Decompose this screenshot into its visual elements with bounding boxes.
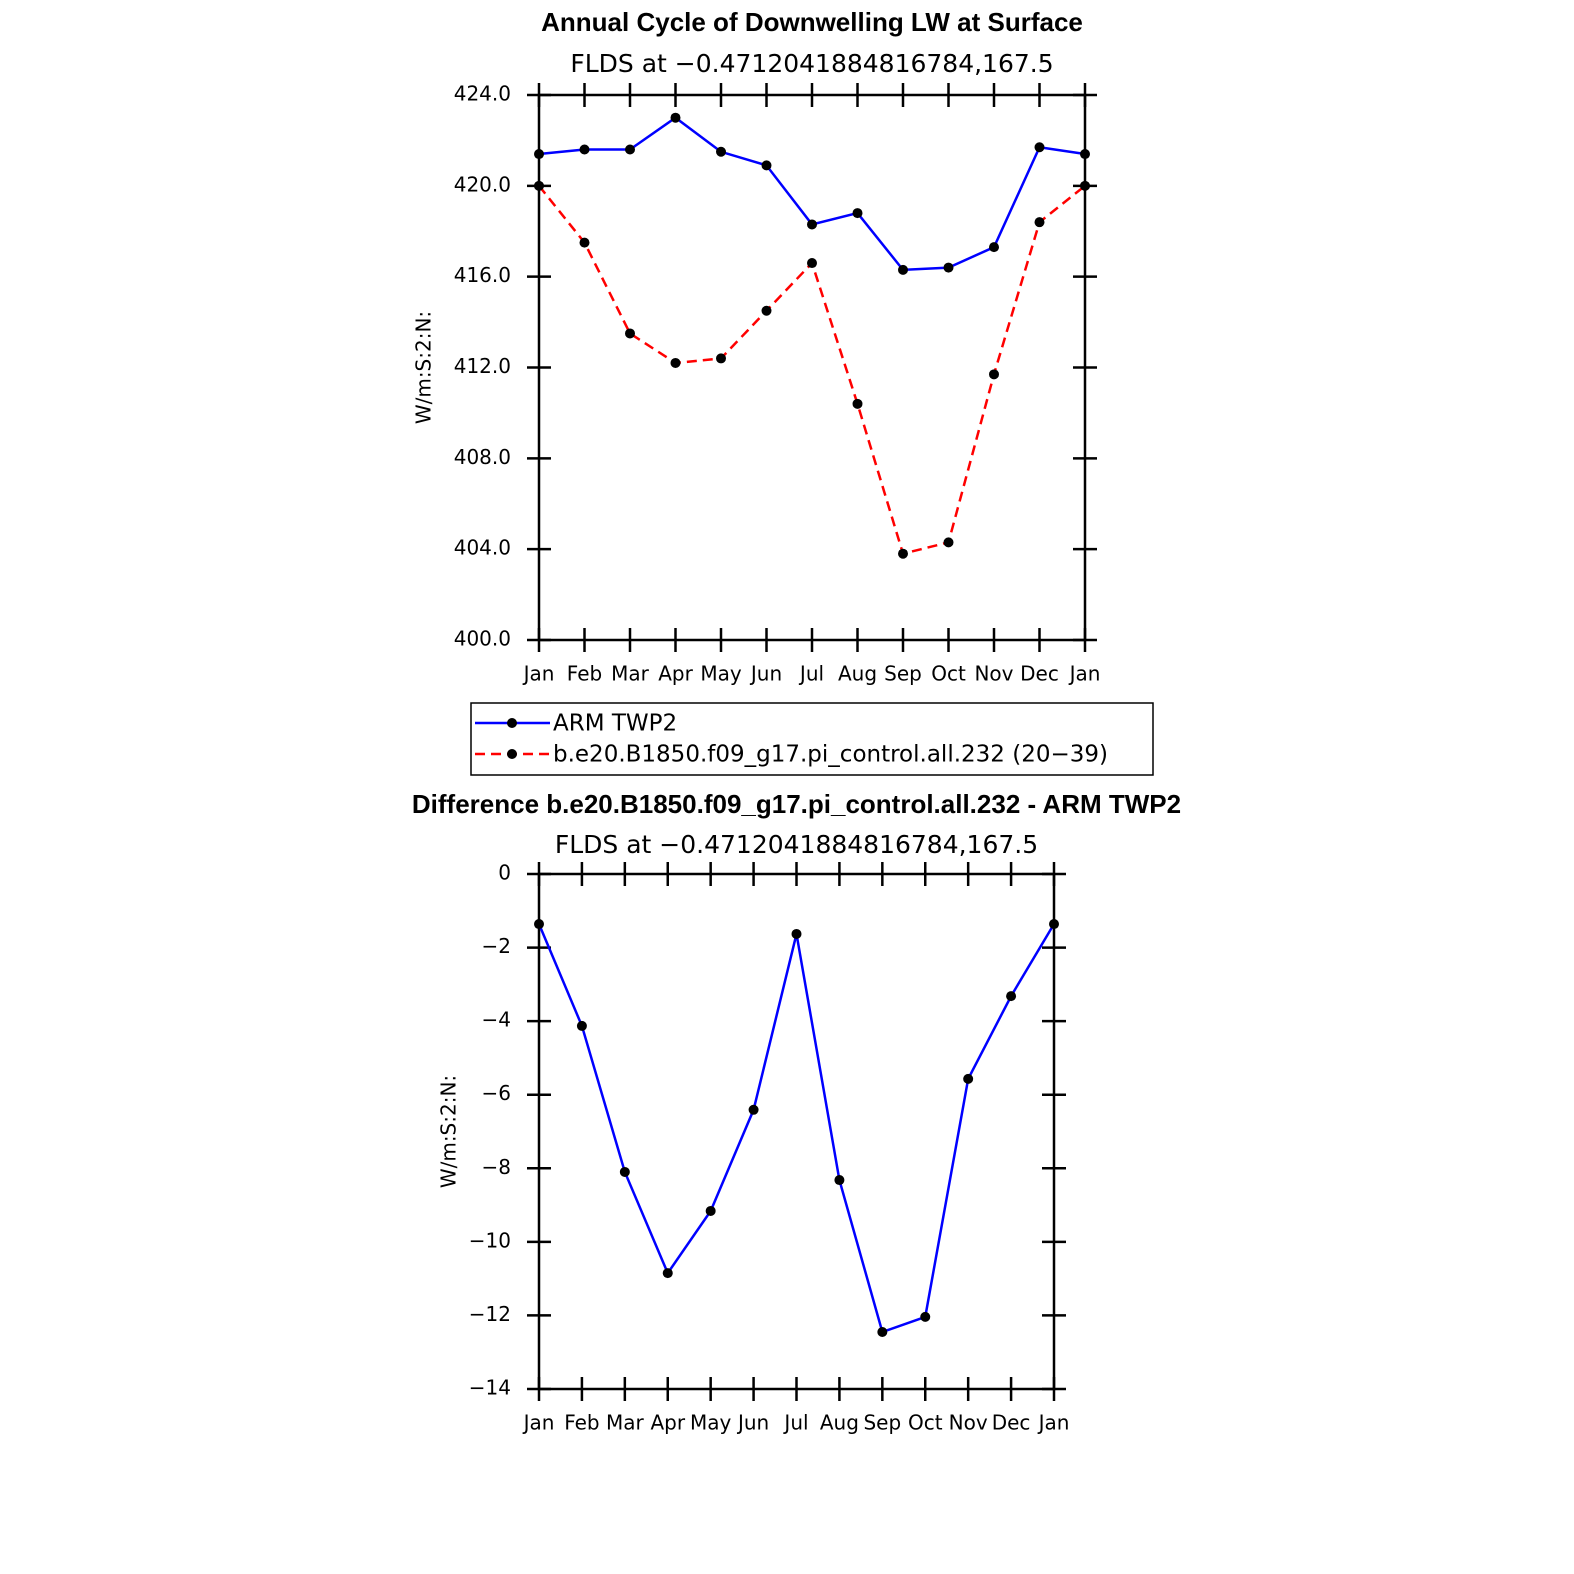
x-tick-label: Jul: [798, 662, 824, 686]
point: [576, 1020, 587, 1031]
point: [534, 180, 544, 191]
point: [989, 242, 999, 253]
x-tick-label: Sep: [863, 1411, 901, 1435]
point: [877, 1326, 888, 1337]
x-tick-label: Nov: [974, 662, 1013, 686]
y-tick-label: −12: [469, 1302, 511, 1326]
x-tick-label: Aug: [838, 662, 877, 686]
x-tick-label: Sep: [884, 662, 922, 686]
point: [1049, 919, 1059, 930]
y-tick-label: 412.0: [454, 354, 511, 378]
point: [807, 258, 817, 269]
point: [920, 1311, 931, 1322]
point: [625, 144, 635, 155]
y-tick-label: 424.0: [454, 82, 511, 106]
point: [943, 537, 954, 548]
point: [943, 262, 954, 273]
x-tick-label: Apr: [658, 662, 693, 686]
x-tick-label: Oct: [908, 1411, 943, 1435]
x-tick-label: Jul: [782, 1411, 808, 1435]
line: [538, 184, 1086, 556]
x-tick-label: Apr: [650, 1411, 685, 1435]
x-tick-label: Feb: [564, 1411, 599, 1435]
x-tick-label: Aug: [820, 1411, 859, 1435]
legend-label: b.e20.B1850.f09_g17.pi_control.all.232 (…: [553, 742, 1108, 768]
point: [716, 146, 726, 157]
x-tick-label: Oct: [931, 662, 966, 686]
plot-frame: [537, 93, 1087, 642]
y-tick-label: 408.0: [454, 445, 511, 469]
point: [1006, 991, 1017, 1002]
x-tick-label: Jan: [522, 1411, 555, 1435]
point: [791, 928, 802, 939]
chart-subtitle: FLDS at −0.4712041884816784,167.5: [555, 830, 1038, 859]
x-tick-label: Jun: [749, 662, 782, 686]
line: [538, 116, 1086, 272]
x-tick-label: Jan: [522, 662, 555, 686]
y-tick-label: −14: [469, 1376, 511, 1400]
y-tick-label: −2: [482, 934, 511, 958]
y-tick-label: −6: [482, 1081, 511, 1105]
point: [807, 219, 817, 230]
point: [1034, 217, 1045, 228]
x-tick-label: Jun: [736, 1411, 769, 1435]
legend-label: ARM TWP2: [553, 711, 677, 737]
point: [989, 369, 999, 380]
chart-title: Difference b.e20.B1850.f09_g17.pi_contro…: [412, 789, 1181, 819]
y-tick-label: 416.0: [454, 263, 511, 287]
y-tick-label: 404.0: [454, 536, 511, 560]
point: [534, 919, 544, 930]
point: [1080, 149, 1090, 160]
plot-frame: [537, 872, 1056, 1391]
legend-box: [470, 702, 1154, 776]
y-tick-label: −10: [469, 1228, 511, 1252]
x-tick-label: Mar: [611, 662, 650, 686]
point: [705, 1205, 716, 1216]
point: [852, 208, 863, 219]
point: [761, 160, 772, 171]
point: [898, 264, 908, 275]
legend-marker: [507, 718, 517, 728]
y-axis-label: W/m:S:2:N:: [437, 1075, 461, 1188]
y-tick-label: −8: [482, 1155, 511, 1179]
y-tick-label: 420.0: [454, 172, 511, 196]
x-tick-label: Nov: [949, 1411, 988, 1435]
point: [1034, 142, 1045, 153]
y-tick-label: 0: [498, 861, 511, 885]
chart-title: Annual Cycle of Downwelling LW at Surfac…: [541, 7, 1083, 37]
x-tick-label: Jan: [1068, 662, 1101, 686]
point: [579, 237, 590, 248]
legend-marker: [507, 749, 517, 759]
point: [1080, 180, 1090, 191]
point: [670, 357, 681, 368]
point: [579, 144, 590, 155]
point: [670, 112, 681, 123]
y-axis-label: W/m:S:2:N:: [412, 311, 436, 424]
point: [852, 398, 863, 409]
point: [834, 1175, 845, 1186]
x-tick-label: Dec: [1020, 662, 1059, 686]
x-tick-label: May: [690, 1411, 732, 1435]
point: [625, 328, 635, 339]
point: [662, 1268, 673, 1279]
x-tick-label: Mar: [606, 1411, 645, 1435]
point: [963, 1073, 974, 1084]
point: [898, 548, 908, 559]
point: [761, 305, 772, 316]
chart-subtitle: FLDS at −0.4712041884816784,167.5: [570, 49, 1053, 78]
x-tick-label: Dec: [992, 1411, 1031, 1435]
point: [716, 353, 726, 364]
x-tick-label: Jan: [1037, 1411, 1070, 1435]
x-tick-label: Feb: [567, 662, 602, 686]
point: [619, 1166, 630, 1177]
y-tick-label: 400.0: [454, 627, 511, 651]
x-tick-label: May: [700, 662, 742, 686]
point: [534, 149, 544, 160]
y-tick-label: −4: [482, 1008, 511, 1032]
line: [537, 923, 1056, 1334]
point: [748, 1104, 759, 1115]
